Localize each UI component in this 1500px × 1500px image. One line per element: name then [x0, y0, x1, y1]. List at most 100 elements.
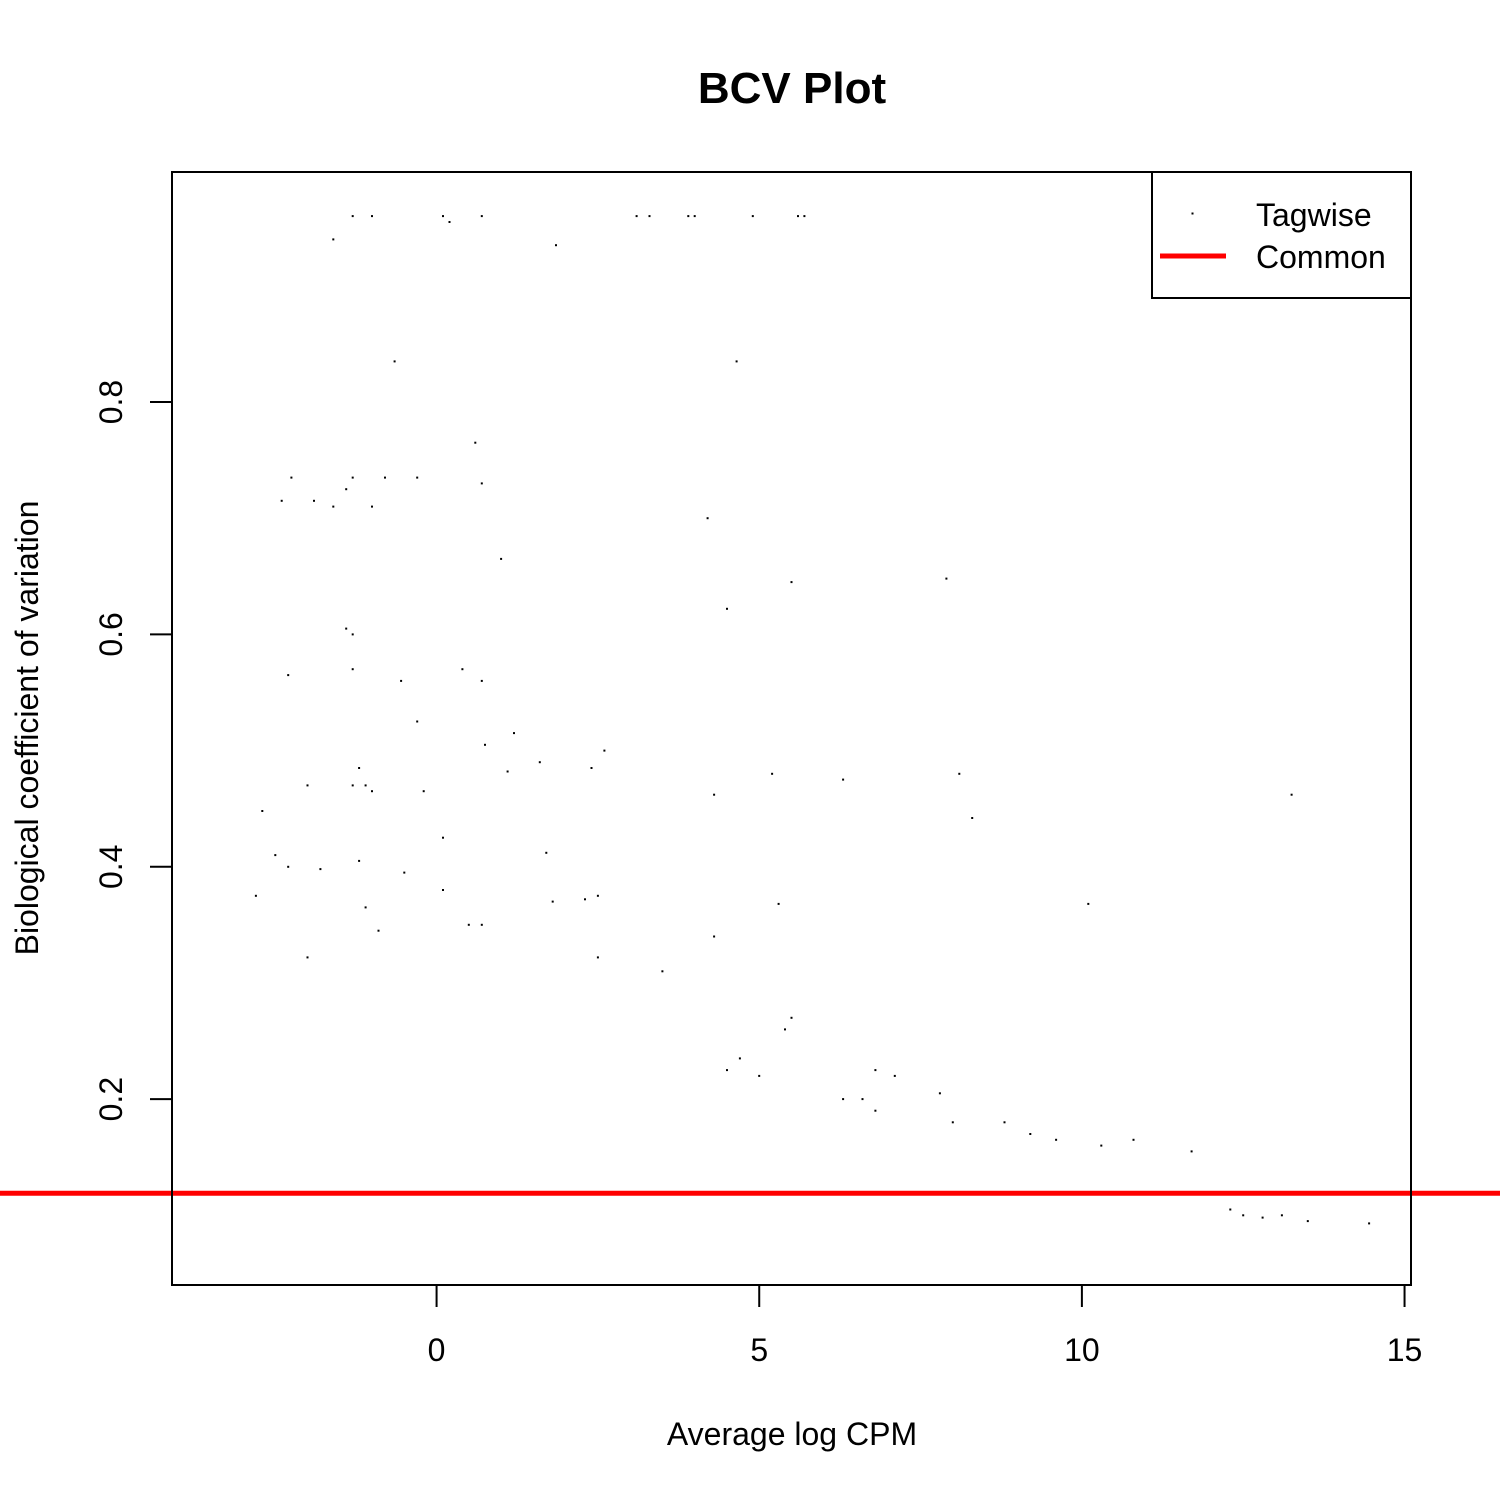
- tagwise-point: [461, 668, 464, 671]
- tagwise-point: [726, 1069, 728, 1072]
- tagwise-point: [790, 581, 793, 584]
- tagwise-point: [484, 743, 486, 746]
- tagwise-point: [371, 505, 373, 508]
- tagwise-point: [735, 360, 738, 363]
- tagwise-point: [1029, 1133, 1032, 1135]
- tagwise-point: [590, 767, 593, 769]
- x-tick-label: 5: [750, 1332, 768, 1368]
- tagwise-point: [1261, 1216, 1264, 1219]
- tagwise-point: [371, 790, 373, 793]
- tagwise-point: [596, 894, 599, 897]
- tagwise-point: [500, 557, 503, 560]
- tagwise-point: [874, 1069, 877, 1072]
- tagwise-point: [261, 810, 264, 812]
- tagwise-point: [713, 793, 716, 796]
- tagwise-point: [726, 607, 728, 610]
- tagwise-point: [797, 215, 799, 218]
- tagwise-point: [706, 517, 709, 520]
- legend-common-label: Common: [1256, 239, 1386, 275]
- tagwise-point: [442, 889, 444, 891]
- y-tick-label: 0.8: [93, 380, 129, 424]
- tagwise-point: [842, 778, 845, 781]
- x-tick-label: 10: [1064, 1332, 1100, 1368]
- tagwise-point: [400, 679, 403, 682]
- tagwise-point: [738, 1057, 741, 1060]
- tagwise-point: [416, 720, 419, 723]
- tagwise-point: [951, 1121, 954, 1124]
- tagwise-point: [842, 1098, 845, 1101]
- chart-title: BCV Plot: [698, 64, 887, 113]
- x-tick-label: 0: [428, 1332, 446, 1368]
- tagwise-point: [971, 817, 974, 819]
- y-axis: 0.2 0.4 0.6 0.8: [93, 380, 173, 1121]
- tagwise-point: [467, 923, 470, 926]
- tagwise-point: [1290, 793, 1293, 796]
- tagwise-point: [480, 482, 483, 485]
- tagwise-point: [648, 215, 651, 218]
- tagwise-point: [513, 732, 515, 735]
- y-tick-label: 0.6: [93, 612, 129, 656]
- tagwise-point: [403, 871, 406, 874]
- tagwise-points: [254, 215, 1371, 1225]
- tagwise-point: [416, 476, 419, 479]
- tagwise-point: [1190, 1150, 1193, 1153]
- tagwise-point: [448, 221, 451, 223]
- legend: Tagwise Common: [1151, 171, 1412, 299]
- tagwise-point: [958, 772, 961, 775]
- tagwise-point: [693, 215, 696, 218]
- plot-frame: [171, 171, 1412, 1286]
- tagwise-point: [1087, 902, 1090, 905]
- tagwise-point: [784, 1028, 786, 1031]
- tagwise-point: [345, 488, 348, 491]
- tagwise-point: [351, 215, 354, 218]
- tagwise-point: [480, 679, 483, 682]
- tagwise-point: [351, 476, 354, 479]
- tagwise-point: [1100, 1144, 1103, 1147]
- tagwise-point: [345, 627, 348, 630]
- tagwise-point: [777, 902, 780, 905]
- tagwise-point: [938, 1092, 941, 1095]
- y-axis-label: Biological coefficient of variation: [9, 501, 45, 956]
- tagwise-point: [1229, 1208, 1232, 1211]
- tagwise-point: [945, 577, 948, 580]
- x-tick-label: 15: [1387, 1332, 1423, 1368]
- tagwise-point: [584, 898, 586, 901]
- tagwise-point: [545, 851, 548, 854]
- legend-tagwise-label: Tagwise: [1256, 197, 1372, 233]
- tagwise-point: [1132, 1138, 1135, 1141]
- tagwise-point: [1003, 1121, 1006, 1124]
- tagwise-point: [661, 970, 664, 973]
- tagwise-point: [371, 215, 373, 218]
- tagwise-point: [351, 668, 354, 671]
- legend-box: [1151, 171, 1412, 299]
- tagwise-point: [596, 956, 599, 959]
- tagwise-point: [393, 360, 396, 363]
- tagwise-point: [358, 767, 361, 769]
- tagwise-point: [351, 784, 354, 787]
- tagwise-point: [861, 1098, 864, 1101]
- tagwise-point: [687, 215, 690, 218]
- tagwise-point: [274, 854, 277, 857]
- tagwise-point: [384, 476, 386, 479]
- tagwise-point: [287, 674, 290, 677]
- tagwise-point: [254, 894, 257, 897]
- y-tick-label: 0.4: [93, 845, 129, 889]
- tagwise-point: [751, 215, 754, 218]
- tagwise-point: [480, 215, 483, 218]
- tagwise-point: [480, 923, 483, 926]
- x-axis: 0 5 10 15: [428, 1284, 1423, 1368]
- tagwise-point: [551, 900, 554, 903]
- tagwise-point: [1242, 1214, 1245, 1217]
- tagwise-point: [713, 935, 716, 938]
- tagwise-point: [555, 244, 557, 247]
- tagwise-point: [319, 868, 322, 871]
- tagwise-point: [442, 215, 444, 218]
- tagwise-point: [874, 1109, 877, 1112]
- tagwise-point: [893, 1074, 896, 1077]
- tagwise-point: [364, 784, 367, 787]
- tagwise-point: [306, 956, 309, 959]
- tagwise-point: [1306, 1220, 1309, 1223]
- tagwise-point: [1055, 1138, 1058, 1141]
- tagwise-point: [1368, 1222, 1371, 1225]
